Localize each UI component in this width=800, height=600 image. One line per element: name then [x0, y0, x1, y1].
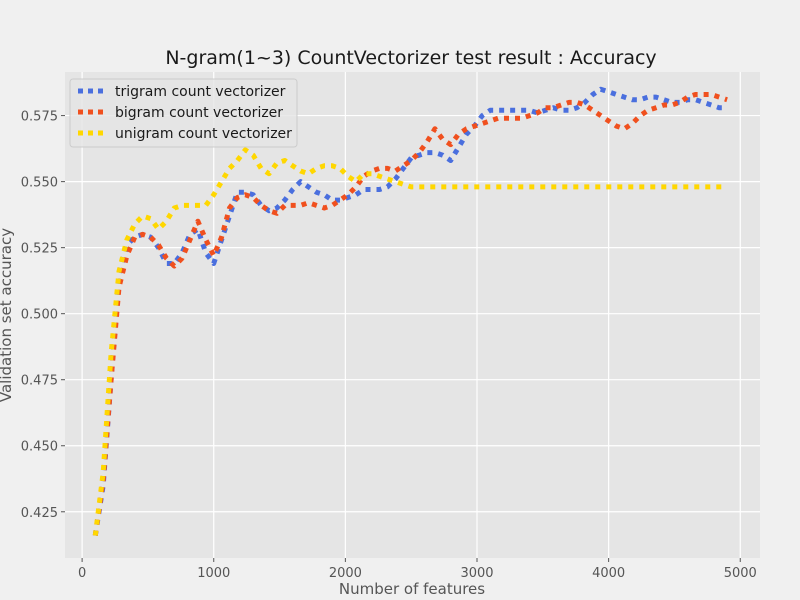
- series-lines: [92, 86, 728, 536]
- legend: trigram count vectorizer bigram count ve…: [69, 78, 298, 148]
- y-axis-label: Validation set accuracy: [0, 228, 15, 402]
- legend-label-unigram: unigram count vectorizer: [115, 126, 292, 142]
- series-line-3: [92, 147, 728, 536]
- series-line-1: [92, 86, 728, 536]
- legend-label-trigram: trigram count vectorizer: [115, 84, 286, 100]
- x-tick-label: 5000: [724, 566, 757, 581]
- y-tick-label: 0.575: [21, 110, 58, 125]
- legend-label-bigram: bigram count vectorizer: [115, 105, 283, 121]
- plot-area: [65, 72, 760, 558]
- y-tick-label: 0.525: [21, 242, 58, 257]
- y-tick-label: 0.550: [21, 176, 58, 191]
- y-tick-label: 0.475: [21, 374, 58, 389]
- x-axis-label: Number of features: [339, 580, 485, 598]
- x-tick-label: 1000: [197, 566, 230, 581]
- y-tick-label: 0.450: [21, 440, 58, 455]
- y-tick-label: 0.425: [21, 506, 58, 521]
- chart-title: N-gram(1~3) CountVectorizer test result …: [165, 47, 656, 69]
- x-tick-label: 4000: [592, 566, 625, 581]
- x-tick-label: 0: [78, 566, 86, 581]
- tick-labels: 0 1000 2000 3000 4000 5000 0.425 0.450 0.475 0.50…: [21, 110, 757, 581]
- x-tick-label: 2000: [329, 566, 362, 581]
- legend-box: [69, 78, 298, 148]
- y-tick-label: 0.500: [21, 308, 58, 323]
- x-tick-label: 3000: [460, 566, 493, 581]
